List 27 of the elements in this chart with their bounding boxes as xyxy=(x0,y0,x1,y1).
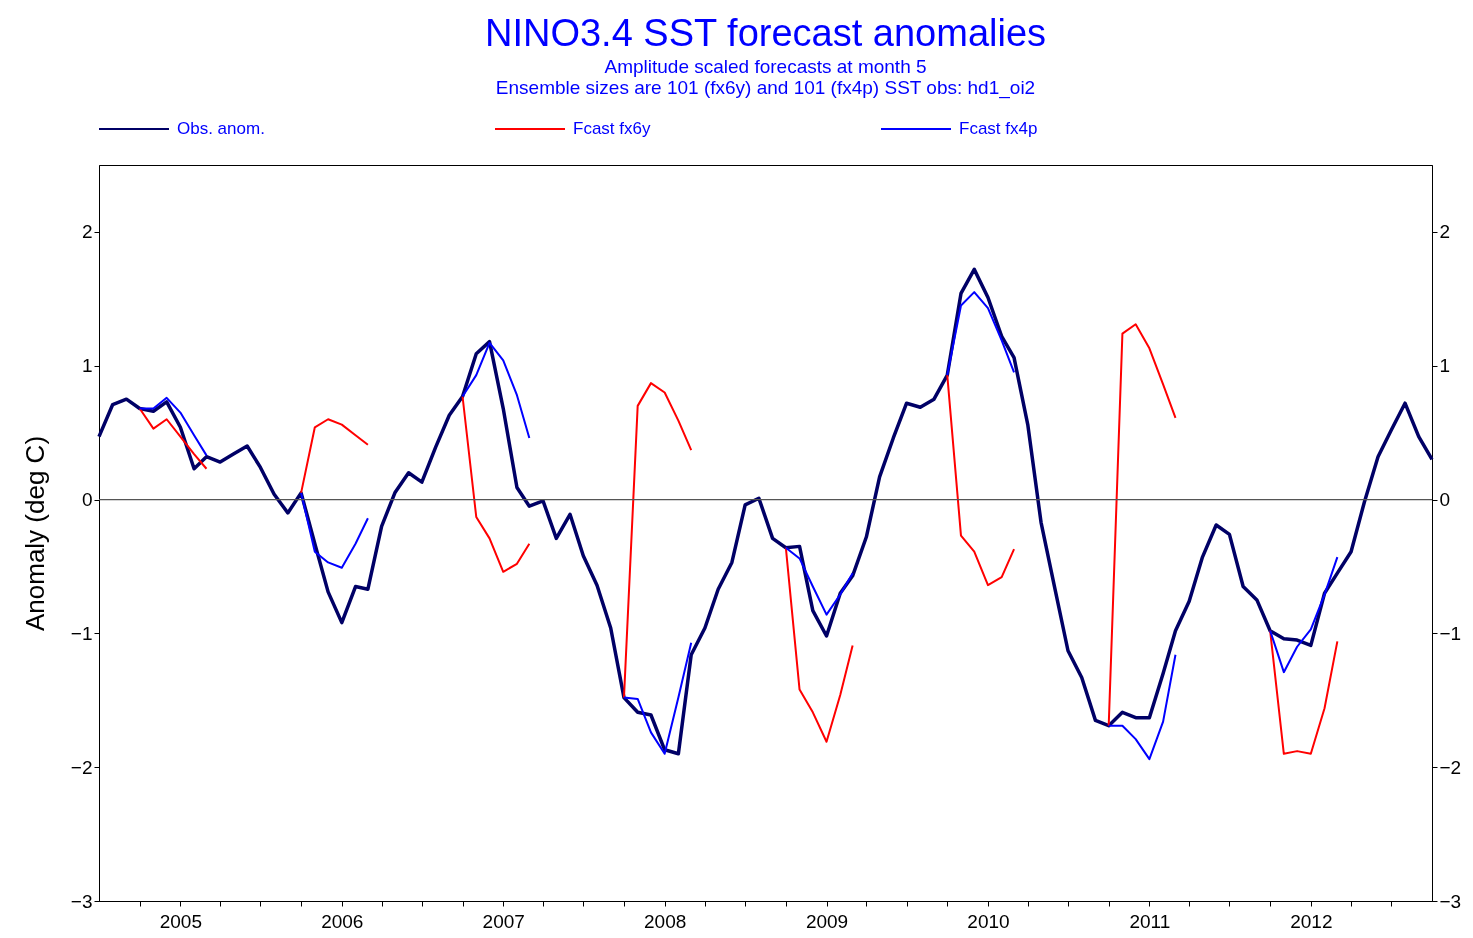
x-tick-label: 2005 xyxy=(159,910,203,932)
y2-tick-label: 0 xyxy=(1439,489,1451,511)
y2-tick-label: 1 xyxy=(1439,355,1451,377)
y2-tick-label: −1 xyxy=(1439,622,1462,644)
x-tick-label: 2009 xyxy=(805,910,849,932)
legend-label: Fcast fx4p xyxy=(959,119,1038,138)
y2-tick-label: −3 xyxy=(1439,890,1462,912)
x-tick-label: 2012 xyxy=(1290,910,1333,932)
y-tick-label: 1 xyxy=(81,355,93,377)
y-tick-label: −1 xyxy=(70,622,93,644)
chart-subtitle: Amplitude scaled forecasts at month 5 Ensemble sizes are 101 (fx6y) and 101 (fx4p) SST obs: hd1_oi2 xyxy=(495,56,1036,99)
x-tick-label: 2007 xyxy=(482,910,525,932)
legend-label: Obs. anom. xyxy=(177,119,265,138)
y2-tick-label: 2 xyxy=(1439,221,1451,243)
y-tick-label: −2 xyxy=(70,756,93,778)
y-tick-label: 2 xyxy=(81,221,93,243)
y2-tick-label: −2 xyxy=(1439,756,1462,778)
x-tick-label: 2006 xyxy=(321,910,364,932)
x-tick-label: 2011 xyxy=(1129,910,1171,932)
y-axis-title: Anomaly (deg C) xyxy=(19,435,50,632)
x-tick-label: 2008 xyxy=(644,910,687,932)
chart-title: NINO3.4 SST forecast anomalies xyxy=(484,12,1047,54)
x-tick-label: 2010 xyxy=(967,910,1010,932)
y-tick-label: −3 xyxy=(70,890,93,912)
y-tick-label: 0 xyxy=(81,489,93,511)
line-series xyxy=(97,267,1434,756)
legend-label: Fcast fx6y xyxy=(573,119,651,138)
